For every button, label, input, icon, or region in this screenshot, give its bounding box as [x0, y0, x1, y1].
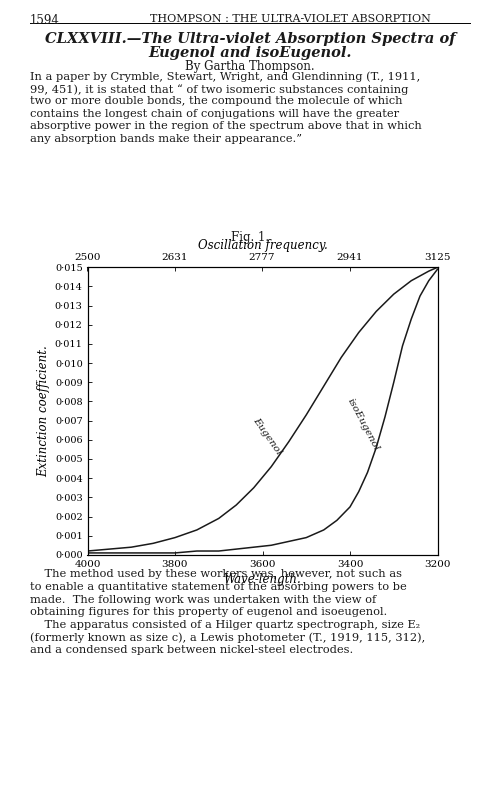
X-axis label: Wave-length.: Wave-length. [224, 573, 302, 586]
Text: CLXXVIII.—The Ultra-violet Absorption Spectra of: CLXXVIII.—The Ultra-violet Absorption Sp… [45, 32, 455, 46]
Text: obtaining figures for this property of eugenol and isoeugenol.: obtaining figures for this property of e… [30, 608, 387, 617]
Text: By Gartha Thompson.: By Gartha Thompson. [185, 60, 315, 73]
Text: and a condensed spark between nickel-steel electrodes.: and a condensed spark between nickel-ste… [30, 645, 353, 654]
Text: In a paper by Crymble, Stewart, Wright, and Glendinning (T., 1911,: In a paper by Crymble, Stewart, Wright, … [30, 71, 420, 82]
Text: Eugenol: Eugenol [251, 416, 283, 456]
Text: isoEugenol: isoEugenol [346, 397, 381, 452]
Text: Fig. 1.: Fig. 1. [231, 231, 269, 244]
Text: The method used by these workers was, however, not such as: The method used by these workers was, ho… [30, 569, 402, 579]
Text: THOMPSON : THE ULTRA-VIOLET ABSORPTION: THOMPSON : THE ULTRA-VIOLET ABSORPTION [150, 14, 431, 23]
X-axis label: Oscillation frequency.: Oscillation frequency. [198, 239, 328, 252]
Text: (formerly known as size c), a Lewis photometer (T., 1919, 115, 312),: (formerly known as size c), a Lewis phot… [30, 632, 425, 643]
Text: any absorption bands make their appearance.”: any absorption bands make their appearan… [30, 134, 302, 144]
Text: made.  The following work was undertaken with the view of: made. The following work was undertaken … [30, 595, 377, 604]
Text: to enable a quantitative statement of the absorbing powers to be: to enable a quantitative statement of th… [30, 582, 407, 592]
Text: two or more double bonds, the compound the molecule of which: two or more double bonds, the compound t… [30, 96, 403, 106]
Text: The apparatus consisted of a Hilger quartz spectrograph, size E₂: The apparatus consisted of a Hilger quar… [30, 620, 420, 629]
Text: 99, 451), it is stated that “ of two isomeric substances containing: 99, 451), it is stated that “ of two iso… [30, 83, 408, 95]
Y-axis label: Extinction coefficient.: Extinction coefficient. [38, 345, 51, 477]
Text: contains the longest chain of conjugations will have the greater: contains the longest chain of conjugatio… [30, 109, 399, 119]
Text: Eugenol and isoEugenol.: Eugenol and isoEugenol. [148, 46, 352, 60]
Text: absorptive power in the region of the spectrum above that in which: absorptive power in the region of the sp… [30, 122, 422, 131]
Text: 1594: 1594 [30, 14, 60, 27]
